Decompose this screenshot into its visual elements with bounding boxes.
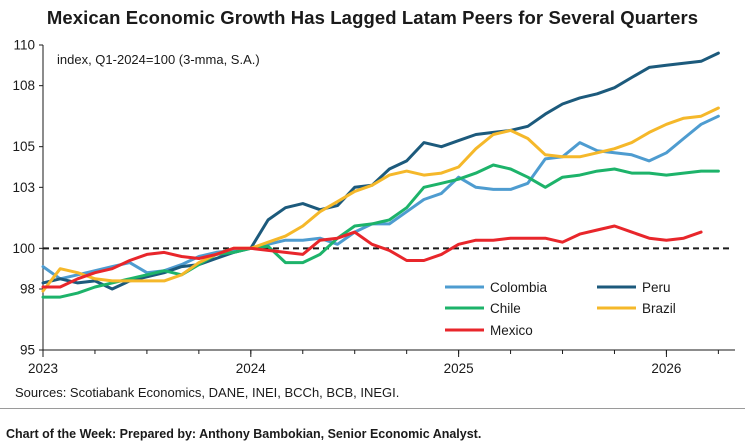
y-tick-label: 105 xyxy=(12,139,35,154)
y-axis: 95 98 100 103 105 108 110 xyxy=(12,38,43,358)
series-line-mexico xyxy=(41,224,703,289)
y-tick-label: 110 xyxy=(13,38,35,53)
legend-label-peru: Peru xyxy=(642,280,671,295)
y-tick-label: 103 xyxy=(12,180,35,195)
series-line-brazil xyxy=(41,106,720,293)
x-tick-label: 2024 xyxy=(236,361,267,376)
series-line-peru xyxy=(41,51,720,291)
legend: Colombia Peru Chile Brazil Mexico xyxy=(445,280,676,338)
axis-frame xyxy=(42,45,735,351)
series-lines xyxy=(41,51,720,299)
footer-divider xyxy=(0,408,745,409)
x-axis: 2023 2024 2025 2026 xyxy=(28,350,719,376)
y-tick-label: 100 xyxy=(12,241,35,256)
y-tick-label: 98 xyxy=(20,282,35,297)
legend-label-mexico: Mexico xyxy=(490,323,533,338)
x-tick-label: 2023 xyxy=(28,361,58,376)
unit-label: index, Q1-2024=100 (3-mma, S.A.) xyxy=(57,52,260,67)
x-tick-label: 2025 xyxy=(444,361,474,376)
chart-title: Mexican Economic Growth Has Lagged Latam… xyxy=(46,7,699,28)
y-tick-label: 95 xyxy=(20,343,35,358)
legend-label-colombia: Colombia xyxy=(490,280,548,295)
legend-label-chile: Chile xyxy=(490,301,521,316)
x-tick-label: 2026 xyxy=(651,361,681,376)
legend-label-brazil: Brazil xyxy=(642,301,676,316)
source-note: Sources: Scotiabank Economics, DANE, INE… xyxy=(15,385,400,400)
y-tick-label: 108 xyxy=(12,78,35,93)
footer-credit: Chart of the Week: Prepared by: Anthony … xyxy=(6,427,482,441)
series-line-chile xyxy=(41,163,720,299)
